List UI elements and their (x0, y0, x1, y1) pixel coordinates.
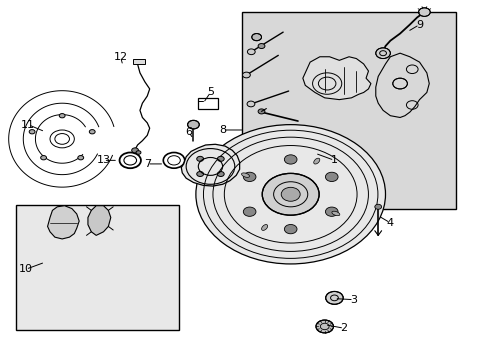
Polygon shape (302, 57, 370, 100)
Ellipse shape (241, 173, 249, 177)
Circle shape (258, 109, 264, 114)
Polygon shape (88, 206, 111, 235)
Polygon shape (132, 59, 144, 64)
Text: 12: 12 (113, 52, 127, 62)
Circle shape (258, 44, 264, 49)
Circle shape (196, 171, 203, 176)
Circle shape (242, 72, 250, 78)
Bar (242, 12, 455, 208)
Circle shape (392, 78, 407, 89)
Text: 10: 10 (19, 264, 33, 274)
Text: 4: 4 (386, 218, 393, 228)
Circle shape (41, 156, 46, 160)
Circle shape (284, 225, 296, 234)
Circle shape (374, 204, 381, 209)
Polygon shape (47, 206, 79, 239)
Ellipse shape (261, 225, 267, 230)
Polygon shape (181, 144, 239, 186)
Text: 9: 9 (415, 19, 422, 30)
Circle shape (217, 171, 224, 176)
Circle shape (418, 8, 429, 17)
Circle shape (89, 130, 95, 134)
Circle shape (131, 148, 138, 153)
Text: 1: 1 (330, 156, 337, 165)
Circle shape (262, 174, 319, 215)
Text: 13: 13 (96, 156, 110, 165)
Circle shape (187, 120, 199, 129)
Ellipse shape (313, 158, 319, 164)
Circle shape (78, 156, 83, 160)
Circle shape (196, 125, 385, 264)
Text: 7: 7 (143, 159, 150, 169)
Circle shape (284, 155, 296, 164)
Text: 5: 5 (206, 87, 214, 98)
Text: 2: 2 (340, 323, 347, 333)
Circle shape (196, 156, 203, 161)
Text: 3: 3 (350, 295, 357, 305)
Text: 11: 11 (21, 120, 35, 130)
Circle shape (325, 292, 343, 304)
Circle shape (251, 33, 261, 41)
Text: 6: 6 (184, 127, 192, 137)
Ellipse shape (331, 211, 339, 216)
Text: 8: 8 (219, 125, 226, 135)
Circle shape (247, 49, 255, 55)
Circle shape (243, 172, 255, 181)
Circle shape (325, 207, 337, 216)
Circle shape (243, 207, 255, 216)
Circle shape (29, 130, 35, 134)
Circle shape (325, 172, 337, 181)
Circle shape (246, 101, 254, 107)
Circle shape (217, 156, 224, 161)
Bar (16, 205, 179, 330)
Circle shape (59, 113, 65, 118)
Circle shape (315, 320, 333, 333)
Circle shape (375, 48, 389, 59)
Circle shape (281, 187, 300, 201)
Bar (198, 98, 217, 109)
Circle shape (136, 151, 141, 154)
